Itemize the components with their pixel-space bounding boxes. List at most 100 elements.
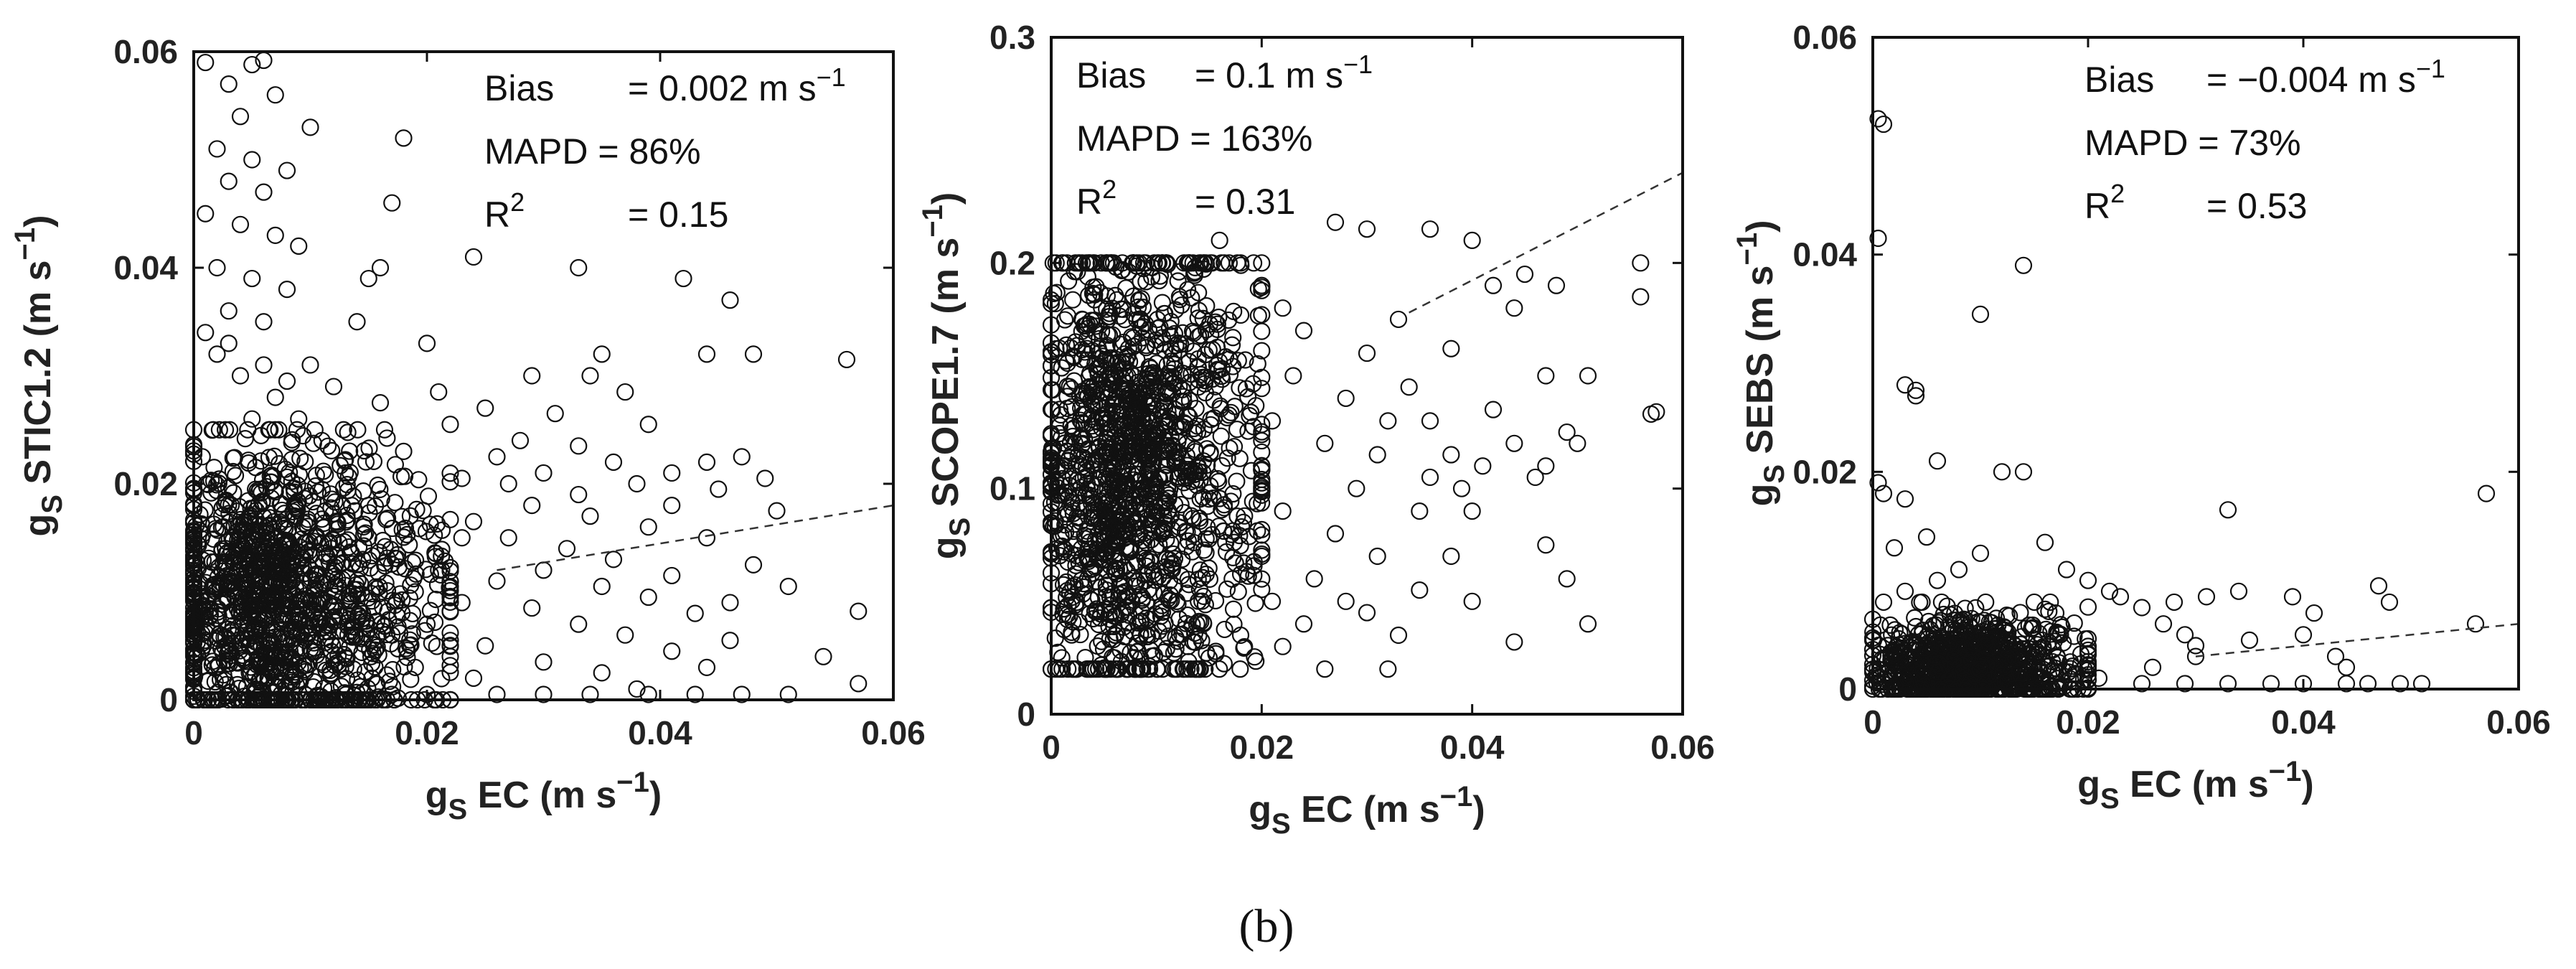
stat-r2-label: R2 xyxy=(2084,179,2125,226)
data-point xyxy=(379,509,397,528)
data-point xyxy=(248,482,266,500)
data-point xyxy=(1190,371,1208,389)
data-point xyxy=(1098,300,1116,318)
data-point xyxy=(1224,329,1242,347)
data-point xyxy=(1935,605,1952,624)
data-point xyxy=(453,469,471,487)
data-point xyxy=(441,473,459,491)
data-point xyxy=(1874,593,1893,612)
data-point xyxy=(1082,312,1100,329)
data-point xyxy=(1869,110,1887,128)
data-point xyxy=(2002,665,2020,683)
data-point xyxy=(276,505,293,523)
data-point xyxy=(1924,617,1942,635)
data-point xyxy=(2020,616,2038,635)
data-point xyxy=(1074,406,1092,423)
data-point xyxy=(299,518,316,535)
data-point xyxy=(197,324,215,342)
data-point xyxy=(1087,317,1105,335)
data-point xyxy=(1211,231,1228,249)
data-point xyxy=(1205,391,1223,409)
data-point xyxy=(1134,427,1152,446)
data-point xyxy=(523,496,541,515)
data-point xyxy=(593,577,611,596)
data-point xyxy=(330,637,348,655)
data-point xyxy=(1463,502,1481,520)
data-point xyxy=(1100,254,1118,272)
data-point xyxy=(570,437,588,455)
data-point xyxy=(1191,512,1209,530)
data-point xyxy=(210,607,227,624)
data-point xyxy=(225,517,243,535)
data-point xyxy=(850,602,868,620)
data-point xyxy=(1089,589,1107,607)
data-point xyxy=(1162,559,1180,577)
data-point xyxy=(1053,649,1071,667)
data-point xyxy=(639,588,657,607)
data-point xyxy=(1110,405,1128,423)
data-point xyxy=(314,534,332,552)
data-point xyxy=(1198,321,1216,339)
data-point xyxy=(441,602,459,620)
data-point xyxy=(1071,254,1089,272)
data-point xyxy=(1632,288,1650,306)
data-point xyxy=(421,566,439,584)
data-point xyxy=(410,471,428,489)
data-point xyxy=(2111,588,2130,606)
data-point xyxy=(1421,468,1439,487)
data-point xyxy=(2065,614,2083,632)
data-point xyxy=(345,602,363,621)
data-point xyxy=(1130,399,1148,417)
data-point xyxy=(1178,523,1196,541)
data-point xyxy=(441,573,459,591)
data-point xyxy=(1929,663,1947,681)
data-point xyxy=(1253,416,1271,434)
data-point xyxy=(1073,458,1091,476)
stat-mapd: MAPD = 86% xyxy=(484,131,701,172)
data-point xyxy=(1892,678,1910,696)
data-point xyxy=(1208,320,1226,339)
data-point xyxy=(196,610,214,628)
data-point xyxy=(1194,488,1212,506)
data-point xyxy=(1200,559,1218,577)
data-point xyxy=(441,637,459,655)
data-point xyxy=(2337,658,2356,676)
data-point xyxy=(1078,351,1096,369)
data-point xyxy=(1061,378,1078,395)
data-point xyxy=(1236,637,1254,656)
data-point xyxy=(1185,324,1203,342)
data-point xyxy=(1274,637,1292,655)
data-point xyxy=(224,462,242,481)
data-point xyxy=(1161,372,1180,390)
stat-bias-value: = −0.004 m s−1 xyxy=(2206,54,2445,100)
data-point xyxy=(1104,533,1122,551)
data-point xyxy=(374,531,392,550)
data-point xyxy=(270,421,288,439)
data-point xyxy=(1253,342,1271,360)
data-point xyxy=(1150,271,1168,290)
data-point xyxy=(1149,319,1167,337)
data-point xyxy=(383,685,401,703)
data-point xyxy=(1075,575,1093,593)
data-point xyxy=(1463,592,1481,610)
data-point xyxy=(1162,340,1180,357)
data-point xyxy=(1108,660,1127,678)
data-point xyxy=(2011,604,2029,622)
data-point xyxy=(1224,484,1242,503)
data-point xyxy=(1132,290,1150,308)
data-point xyxy=(1132,402,1150,420)
data-point xyxy=(1216,620,1233,639)
data-point xyxy=(220,172,238,190)
data-point xyxy=(189,559,207,577)
data-point xyxy=(325,656,344,674)
data-point xyxy=(1253,479,1271,497)
data-point xyxy=(205,421,222,439)
x-tick-label: 0.02 xyxy=(2056,703,2120,741)
data-point xyxy=(426,548,444,566)
data-point xyxy=(697,345,716,363)
data-point xyxy=(1137,508,1155,526)
data-point xyxy=(1224,522,1242,540)
data-point xyxy=(323,441,341,459)
data-point xyxy=(2079,652,2097,670)
data-point xyxy=(721,594,739,612)
